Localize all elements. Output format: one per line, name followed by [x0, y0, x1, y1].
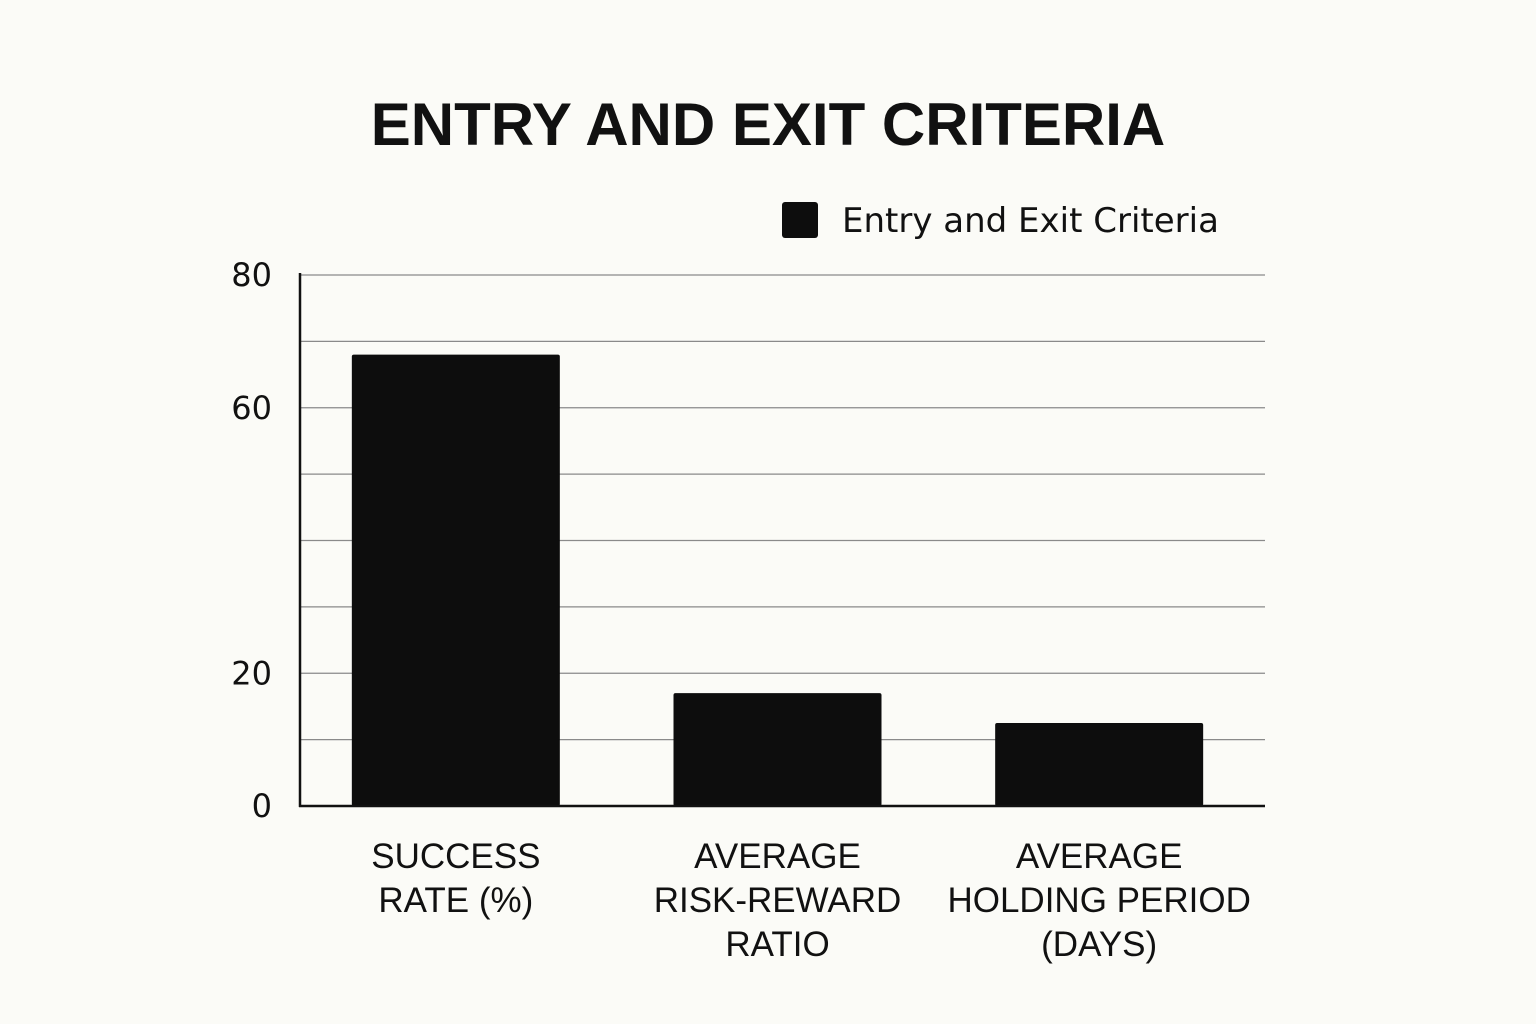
y-axis-ticks: 0 20 60 80 [231, 256, 272, 825]
x-category-line: RATIO [725, 925, 829, 964]
x-category-line: AVERAGE [694, 837, 861, 876]
y-tick-label: 80 [231, 256, 272, 294]
chart-title: ENTRY AND EXIT CRITERIA [371, 91, 1166, 158]
x-category-line: (DAYS) [1041, 925, 1157, 964]
legend: Entry and Exit Criteria [782, 201, 1219, 241]
x-category-line: AVERAGE [1016, 837, 1183, 876]
legend-label: Entry and Exit Criteria [842, 201, 1219, 241]
y-tick-label: 0 [252, 787, 272, 825]
bar [995, 723, 1204, 806]
bars [351, 354, 1204, 806]
axes [298, 273, 1265, 808]
x-category-label: SUCCESS RATE (%) [371, 837, 540, 920]
bar [351, 354, 560, 806]
legend-swatch [782, 202, 818, 238]
x-category-line: RISK-REWARD [654, 881, 902, 920]
y-tick-label: 20 [231, 654, 272, 692]
x-category-line: SUCCESS [371, 837, 540, 876]
x-axis-categories: SUCCESS RATE (%)AVERAGE RISK-REWARD RATIOAV… [371, 837, 1251, 964]
bar [673, 693, 882, 806]
x-category-line: RATE (%) [378, 881, 533, 920]
x-category-label: AVERAGE RISK-REWARD RATIO [654, 837, 902, 964]
x-category-label: AVERAGE HOLDING PERIOD (DAYS) [947, 837, 1250, 964]
x-category-line: HOLDING PERIOD [947, 881, 1250, 920]
y-tick-label: 60 [231, 389, 272, 427]
